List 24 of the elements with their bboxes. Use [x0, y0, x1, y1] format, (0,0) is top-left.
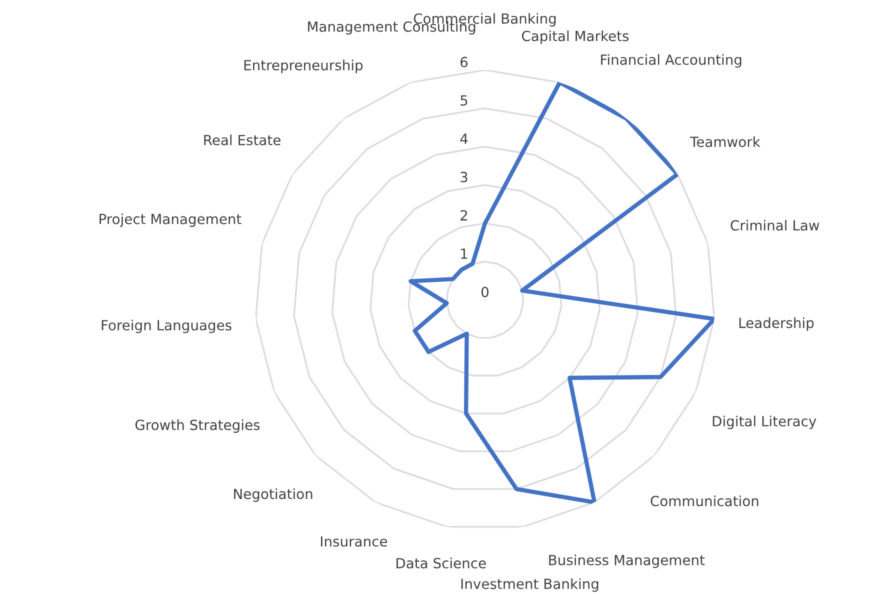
- spoke-label: Teamwork: [690, 136, 760, 148]
- spoke-label: Investment Banking: [461, 578, 598, 592]
- y-tick-label: 3: [460, 172, 468, 182]
- spoke-label: Digital Literacy: [712, 416, 816, 430]
- spoke-label: Negotiation: [234, 488, 312, 502]
- spoke-label: Project Management: [100, 214, 242, 227]
- spoke-label: Real Estate: [204, 134, 280, 146]
- spoke-label: Capital Markets: [522, 30, 629, 44]
- y-tick-label: 6: [460, 56, 468, 68]
- spoke-label: Foreign Languages: [102, 320, 232, 334]
- spoke-label: Criminal Law: [730, 220, 820, 231]
- spoke-label: Business Management: [549, 554, 705, 568]
- spoke-label: Financial Accounting: [601, 54, 742, 68]
- y-tick-label: 5: [460, 95, 468, 106]
- y-tick-label: 4: [460, 134, 468, 144]
- y-tick-label: 2: [460, 210, 468, 220]
- spoke-label: Entrepreneurship: [244, 60, 363, 74]
- spoke-label: Data Science: [396, 558, 486, 568]
- y-tick-label: 1: [461, 248, 468, 259]
- spoke-label: Growth Strategies: [135, 419, 260, 433]
- spoke-label: Leadership: [739, 317, 814, 331]
- y-tick-label: 0: [481, 286, 488, 298]
- spoke-label: Insurance: [320, 536, 388, 547]
- spoke-label: Communication: [650, 496, 758, 506]
